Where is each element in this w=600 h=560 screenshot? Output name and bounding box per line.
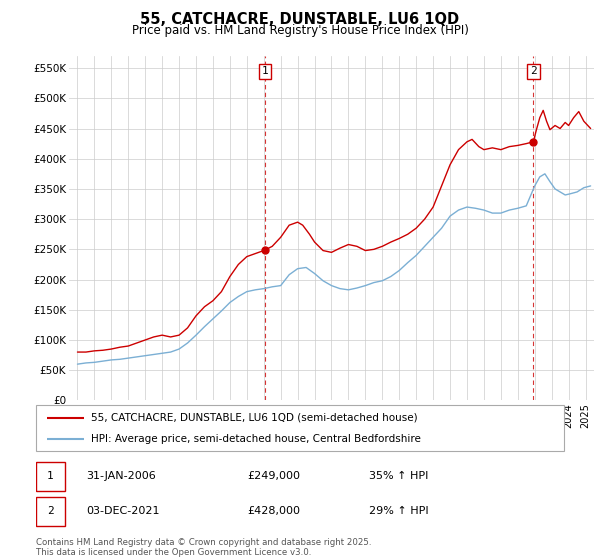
- Text: 31-JAN-2006: 31-JAN-2006: [86, 472, 156, 482]
- Text: 35% ↑ HPI: 35% ↑ HPI: [368, 472, 428, 482]
- Text: 55, CATCHACRE, DUNSTABLE, LU6 1QD (semi-detached house): 55, CATCHACRE, DUNSTABLE, LU6 1QD (semi-…: [91, 413, 418, 423]
- Text: 03-DEC-2021: 03-DEC-2021: [86, 506, 160, 516]
- Text: 2: 2: [530, 67, 537, 77]
- Text: HPI: Average price, semi-detached house, Central Bedfordshire: HPI: Average price, semi-detached house,…: [91, 435, 421, 444]
- Text: £249,000: £249,000: [247, 472, 300, 482]
- FancyBboxPatch shape: [36, 405, 564, 451]
- Text: 1: 1: [262, 67, 268, 77]
- Text: 55, CATCHACRE, DUNSTABLE, LU6 1QD: 55, CATCHACRE, DUNSTABLE, LU6 1QD: [140, 12, 460, 27]
- Text: 29% ↑ HPI: 29% ↑ HPI: [368, 506, 428, 516]
- Text: Price paid vs. HM Land Registry's House Price Index (HPI): Price paid vs. HM Land Registry's House …: [131, 24, 469, 36]
- Text: Contains HM Land Registry data © Crown copyright and database right 2025.
This d: Contains HM Land Registry data © Crown c…: [36, 538, 371, 557]
- Text: 1: 1: [47, 472, 54, 482]
- FancyBboxPatch shape: [36, 462, 65, 491]
- Text: £428,000: £428,000: [247, 506, 300, 516]
- FancyBboxPatch shape: [36, 497, 65, 525]
- Text: 2: 2: [47, 506, 54, 516]
